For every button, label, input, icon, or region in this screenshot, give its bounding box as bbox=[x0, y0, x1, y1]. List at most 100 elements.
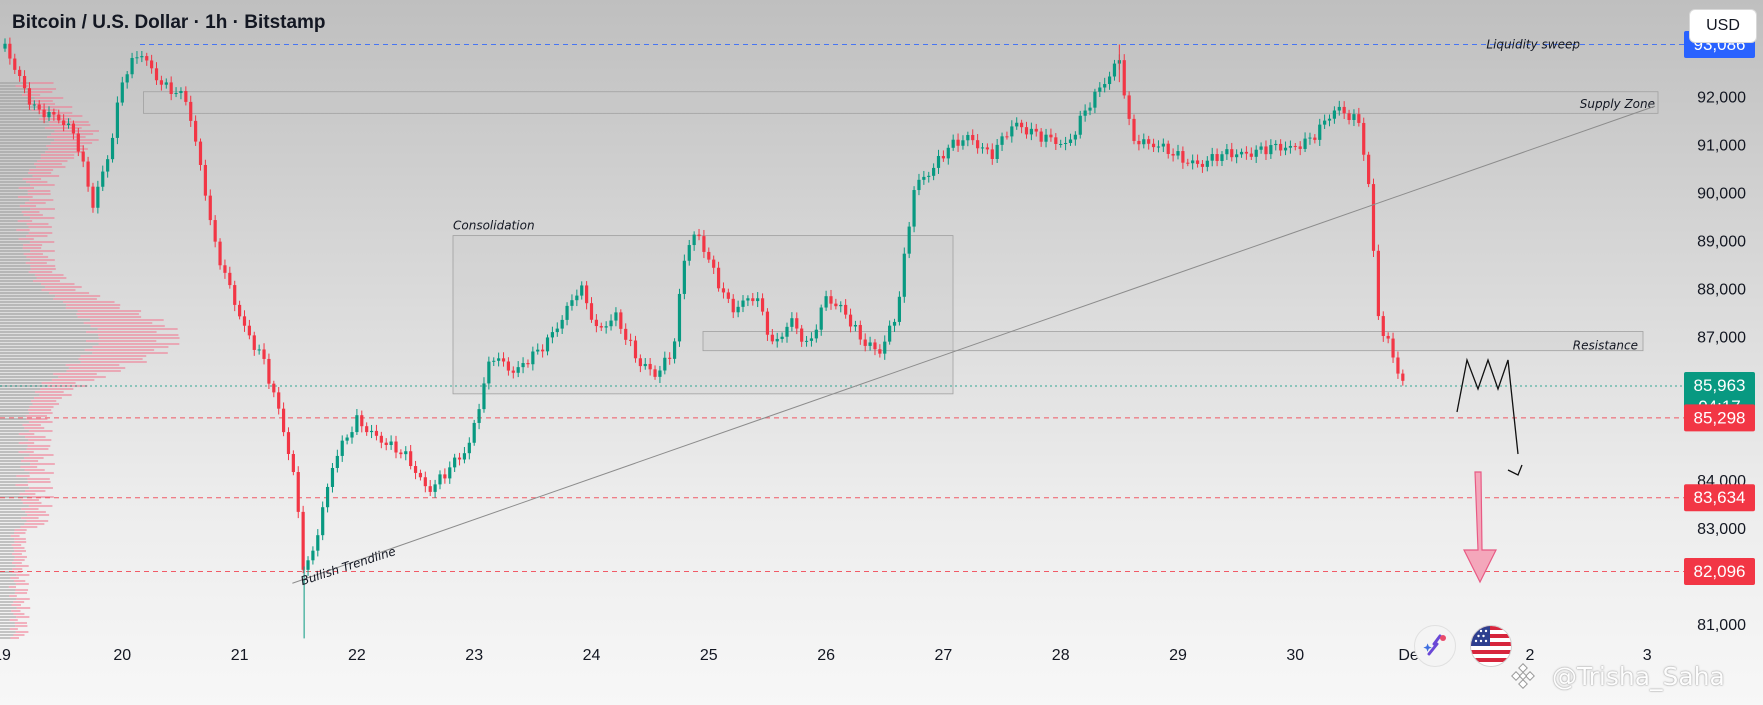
volume-bar bbox=[40, 283, 75, 285]
candle-body bbox=[384, 442, 388, 446]
ai-assistant-icon[interactable] bbox=[1414, 625, 1456, 667]
candle-body bbox=[1381, 316, 1385, 336]
candle-body bbox=[560, 319, 564, 329]
volume-bar bbox=[0, 370, 67, 372]
volume-bar bbox=[0, 460, 21, 462]
candle-body bbox=[765, 311, 770, 335]
volume-bar bbox=[28, 409, 52, 411]
volume-bar bbox=[0, 94, 23, 96]
x-tick-label: 26 bbox=[817, 647, 835, 664]
candle-body bbox=[13, 58, 17, 70]
volume-bar bbox=[0, 475, 17, 477]
volume-bar bbox=[0, 415, 26, 417]
candle-body bbox=[1181, 151, 1185, 163]
candle-body bbox=[281, 408, 286, 433]
volume-bar bbox=[0, 298, 54, 300]
candle-body bbox=[1068, 139, 1073, 143]
volume-bar bbox=[0, 229, 17, 231]
supply-zone-label: Supply Zone bbox=[1580, 97, 1655, 111]
volume-bar bbox=[0, 424, 23, 426]
candle-body bbox=[1044, 134, 1048, 142]
candle-body bbox=[120, 82, 124, 103]
candle-body bbox=[702, 236, 706, 252]
candle-body bbox=[1352, 114, 1356, 120]
candle-body bbox=[130, 57, 134, 75]
volume-bar bbox=[15, 85, 29, 87]
candle-body bbox=[379, 435, 383, 443]
volume-bar bbox=[0, 583, 16, 585]
candle-body bbox=[1303, 138, 1307, 149]
volume-bar bbox=[13, 547, 25, 549]
volume-bar bbox=[0, 226, 29, 228]
candle-body bbox=[189, 101, 193, 121]
candle-body bbox=[902, 253, 906, 297]
candle-body bbox=[888, 325, 892, 342]
volume-bar bbox=[0, 499, 22, 501]
volume-bar bbox=[0, 631, 16, 633]
volume-bar bbox=[0, 232, 29, 234]
volume-bar bbox=[27, 445, 51, 447]
volume-bar bbox=[0, 379, 52, 381]
volume-bar bbox=[15, 565, 29, 567]
candle-body bbox=[751, 298, 755, 302]
x-tick-label: 21 bbox=[231, 647, 249, 664]
candle-body bbox=[27, 88, 32, 105]
volume-bar bbox=[0, 265, 31, 267]
candle-body bbox=[1367, 154, 1371, 185]
candle-body bbox=[511, 370, 515, 373]
volume-bar bbox=[24, 523, 45, 525]
candle-body bbox=[228, 272, 232, 286]
volume-bar bbox=[50, 142, 93, 144]
volume-bar bbox=[0, 442, 19, 444]
candle-body bbox=[609, 320, 613, 327]
volume-bar bbox=[90, 319, 164, 321]
volume-bar bbox=[0, 532, 15, 534]
currency-button[interactable]: USD bbox=[1689, 9, 1757, 43]
candle-body bbox=[643, 363, 647, 367]
candle-body bbox=[242, 316, 247, 326]
candle-body bbox=[86, 161, 90, 187]
candle-body bbox=[32, 104, 36, 106]
candle-body bbox=[1127, 95, 1131, 119]
volume-bar bbox=[0, 388, 41, 390]
candle-body bbox=[1010, 126, 1014, 137]
volume-bar bbox=[16, 475, 30, 477]
us-flag-icon[interactable] bbox=[1470, 625, 1512, 667]
x-tick-label: 25 bbox=[700, 647, 718, 664]
volume-bar bbox=[0, 307, 66, 309]
volume-bar bbox=[85, 340, 157, 342]
projection-arrowhead bbox=[1507, 464, 1523, 476]
candle-body bbox=[482, 383, 486, 410]
candle-body bbox=[712, 259, 716, 268]
volume-bar bbox=[0, 556, 15, 558]
volume-bar bbox=[0, 634, 14, 636]
candle-body bbox=[477, 409, 481, 423]
volume-bar bbox=[24, 469, 45, 471]
candle-body bbox=[369, 430, 374, 433]
candle-body bbox=[506, 361, 511, 371]
candle-body bbox=[536, 349, 540, 352]
volume-bar bbox=[14, 592, 28, 594]
candle-body bbox=[868, 342, 872, 346]
resistance-zone bbox=[702, 331, 1644, 352]
candle-body bbox=[76, 133, 80, 152]
volume-bar bbox=[29, 496, 54, 498]
volume-bar bbox=[41, 289, 76, 291]
candle-body bbox=[443, 474, 447, 479]
candle-body bbox=[1132, 118, 1136, 141]
volume-bar bbox=[66, 304, 121, 306]
volume-bar bbox=[51, 133, 94, 135]
candle-body bbox=[71, 123, 76, 134]
volume-bar bbox=[62, 301, 115, 303]
volume-bar bbox=[12, 553, 22, 555]
candle-body bbox=[296, 472, 300, 512]
candle-body bbox=[355, 415, 359, 433]
volume-bar bbox=[0, 253, 24, 255]
volume-bar bbox=[16, 229, 30, 231]
candle-body bbox=[1005, 136, 1009, 138]
candle-body bbox=[22, 76, 27, 89]
volume-bar bbox=[0, 193, 28, 195]
